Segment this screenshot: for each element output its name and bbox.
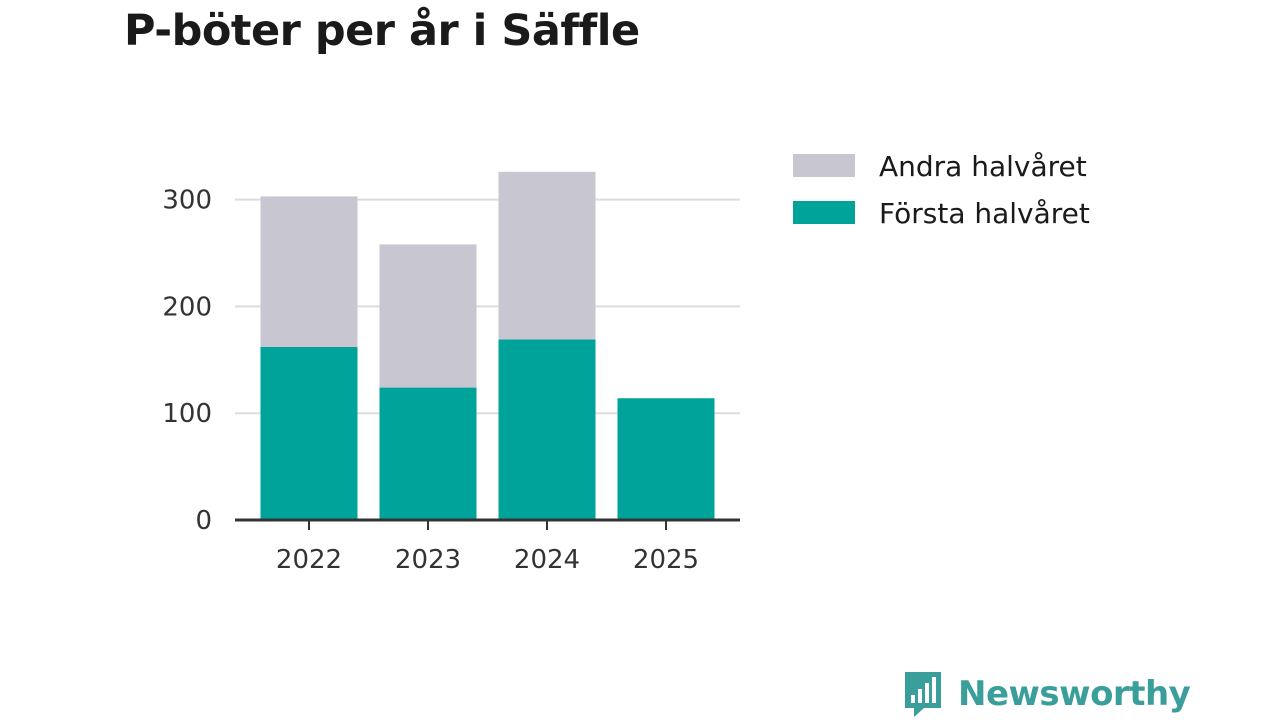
y-tick-label: 200 — [162, 292, 212, 322]
newsworthy-brand: Newsworthy — [902, 670, 1191, 718]
bar-segment — [498, 339, 596, 520]
bar-segment — [260, 346, 358, 520]
bar-segment — [617, 398, 715, 520]
bar-segment — [498, 171, 596, 340]
legend-label: Andra halvåret — [879, 150, 1087, 183]
newsworthy-logo-icon — [905, 672, 941, 717]
legend-swatch — [793, 201, 855, 224]
y-tick-label: 300 — [162, 186, 212, 216]
x-tick-label: 2025 — [633, 545, 699, 575]
bar-segment — [379, 387, 477, 520]
x-tick-label: 2024 — [514, 545, 580, 575]
axes: 0 100 200 300 2022 2023 2024 2025 — [162, 186, 740, 575]
x-tick-label: 2023 — [395, 545, 461, 575]
chart-title: P-böter per år i Säffle — [124, 6, 640, 56]
y-tick-label: 0 — [195, 506, 212, 536]
legend: Andra halvåret Första halvåret — [793, 150, 1090, 230]
legend-swatch — [793, 154, 855, 177]
brand-name: Newsworthy — [958, 674, 1191, 714]
legend-label: Första halvåret — [879, 197, 1090, 230]
bar-segment — [260, 196, 358, 347]
y-tick-label: 100 — [162, 399, 212, 429]
x-tick-label: 2022 — [276, 545, 342, 575]
bars — [260, 171, 715, 520]
bar-segment — [379, 244, 477, 388]
